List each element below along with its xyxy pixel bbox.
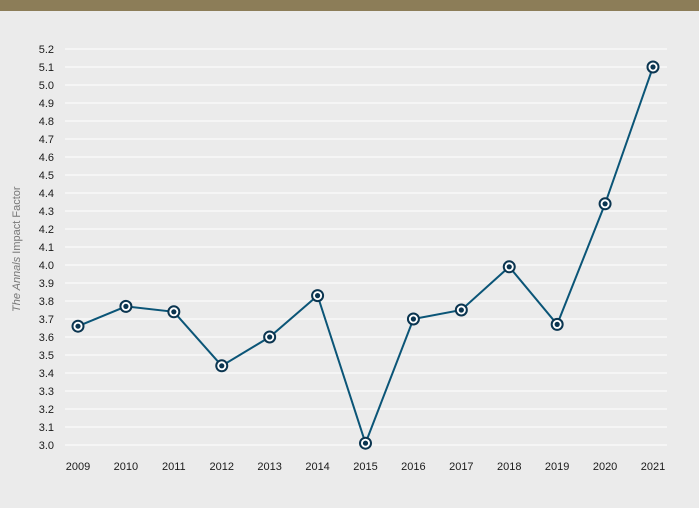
y-tick-label: 3.5 bbox=[39, 350, 54, 362]
x-tick-label: 2015 bbox=[353, 461, 377, 473]
series-markers bbox=[71, 60, 660, 450]
x-tick-label: 2016 bbox=[401, 461, 425, 473]
data-point-center bbox=[171, 309, 177, 315]
x-tick-label: 2017 bbox=[449, 461, 473, 473]
data-point-2018 bbox=[502, 260, 516, 274]
data-point-2016 bbox=[406, 312, 420, 326]
x-tick-label: 2013 bbox=[257, 461, 281, 473]
data-point-2017 bbox=[454, 303, 468, 317]
x-tick-label: 2014 bbox=[305, 461, 329, 473]
y-axis-title-italic: The Annals bbox=[11, 256, 23, 312]
y-tick-label: 3.7 bbox=[39, 314, 54, 326]
y-tick-label: 4.9 bbox=[39, 98, 54, 110]
x-tick-label: 2011 bbox=[162, 461, 186, 473]
data-point-2009 bbox=[71, 319, 85, 333]
data-point-center bbox=[314, 293, 321, 299]
y-tick-label: 4.5 bbox=[39, 170, 54, 182]
data-point-2021 bbox=[646, 60, 660, 74]
y-tick-label: 4.7 bbox=[39, 134, 54, 146]
data-point-center bbox=[506, 264, 512, 270]
chart-area: 3.0 3.1 3.2 3.3 3.4 3.5 3.6 3.7 3.8 3.9 4.0 4.1 4.2 4… bbox=[0, 11, 699, 508]
gridlines bbox=[65, 48, 667, 446]
data-point-center bbox=[458, 307, 464, 313]
data-point-2020 bbox=[598, 197, 612, 211]
x-tick-label: 2018 bbox=[497, 461, 521, 473]
y-axis-title-rest: Impact Factor bbox=[11, 186, 23, 257]
data-point-2015 bbox=[359, 436, 372, 450]
x-tick-label: 2009 bbox=[66, 461, 90, 473]
y-tick-label: 4.8 bbox=[39, 116, 54, 128]
y-tick-label: 4.4 bbox=[39, 188, 54, 200]
data-point-center bbox=[362, 440, 369, 446]
data-point-2014 bbox=[311, 289, 325, 303]
y-tick-label: 3.3 bbox=[39, 386, 54, 398]
data-point-2013 bbox=[263, 330, 277, 344]
x-tick-label: 2012 bbox=[210, 461, 234, 473]
y-tick-label: 5.0 bbox=[39, 80, 54, 92]
data-point-center bbox=[602, 201, 608, 207]
data-point-center bbox=[123, 303, 129, 309]
y-tick-label: 3.4 bbox=[39, 368, 54, 380]
y-tick-label: 3.6 bbox=[39, 332, 54, 344]
data-point-center bbox=[219, 363, 225, 369]
x-tick-label: 2019 bbox=[545, 461, 569, 473]
data-point-2010 bbox=[119, 299, 133, 313]
y-axis-ticks: 3.0 3.1 3.2 3.3 3.4 3.5 3.6 3.7 3.8 3.9 4.0 4.1 4.2 4… bbox=[39, 44, 54, 452]
y-tick-label: 4.0 bbox=[39, 260, 54, 272]
series-line bbox=[77, 66, 654, 447]
y-tick-label: 5.1 bbox=[39, 62, 54, 74]
data-point-2011 bbox=[167, 305, 181, 319]
data-point-center bbox=[650, 64, 656, 70]
y-tick-label: 3.8 bbox=[39, 296, 54, 308]
x-axis-ticks: 2009 2010 2011 2012 2013 2014 2015 2016 2017 2018… bbox=[66, 461, 665, 473]
y-tick-label: 4.2 bbox=[39, 224, 54, 236]
y-tick-label: 3.0 bbox=[39, 440, 54, 452]
y-tick-label: 4.3 bbox=[39, 206, 54, 218]
data-point-center bbox=[554, 321, 560, 327]
y-tick-label: 3.9 bbox=[39, 278, 54, 290]
y-tick-label: 4.1 bbox=[39, 242, 54, 254]
x-tick-label: 2021 bbox=[641, 461, 665, 473]
data-point-center bbox=[267, 334, 273, 340]
y-tick-label: 4.6 bbox=[39, 152, 54, 164]
data-point-2019 bbox=[550, 317, 564, 331]
y-axis-title: The Annals Impact Factor bbox=[11, 186, 23, 312]
x-tick-label: 2020 bbox=[593, 461, 617, 473]
data-point-2012 bbox=[215, 359, 229, 373]
x-tick-label: 2010 bbox=[114, 461, 138, 473]
data-point-center bbox=[410, 316, 417, 322]
impact-factor-line-chart: 3.0 3.1 3.2 3.3 3.4 3.5 3.6 3.7 3.8 3.9 4.0 4.1 4.2 4… bbox=[11, 44, 667, 473]
header-bar bbox=[0, 0, 699, 11]
y-tick-label: 3.1 bbox=[39, 422, 54, 434]
y-tick-label: 5.2 bbox=[39, 44, 54, 56]
y-tick-label: 3.2 bbox=[39, 404, 54, 416]
data-point-center bbox=[75, 323, 81, 329]
